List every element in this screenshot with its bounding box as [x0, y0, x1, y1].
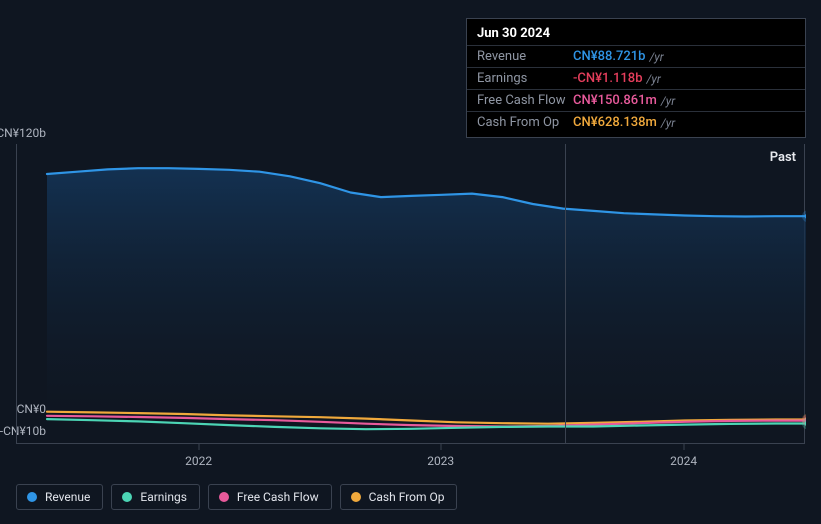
hover-vertical-line [565, 144, 566, 443]
tooltip-row-value: CN¥88.721b [573, 49, 645, 64]
tooltip-row: Earnings-CN¥1.118b/yr [467, 67, 805, 89]
y-axis-top-label: CN¥120b [0, 126, 46, 140]
x-axis: 2022 2023 2024 [16, 444, 805, 472]
tooltip-row: Free Cash FlowCN¥150.861m/yr [467, 89, 805, 111]
chart-root: Jun 30 2024 RevenueCN¥88.721b/yrEarnings… [0, 0, 821, 524]
x-tick: 2022 [185, 454, 212, 468]
x-tick: 2024 [670, 454, 697, 468]
legend-swatch [27, 492, 37, 502]
tooltip-row: Cash From OpCN¥628.138m/yr [467, 111, 805, 133]
legend-item-earnings[interactable]: Earnings [111, 484, 200, 510]
revenue-area-fill [47, 168, 806, 421]
legend-item-cash-from-op[interactable]: Cash From Op [340, 484, 458, 510]
legend-item-free-cash-flow[interactable]: Free Cash Flow [208, 484, 332, 510]
legend-swatch [122, 492, 132, 502]
hover-tooltip: Jun 30 2024 RevenueCN¥88.721b/yrEarnings… [466, 18, 806, 138]
tooltip-row-suffix: /yr [647, 72, 661, 86]
tooltip-row-suffix: /yr [661, 116, 675, 130]
chart-svg [17, 144, 806, 444]
legend-label: Cash From Op [369, 490, 445, 504]
tooltip-row-suffix: /yr [649, 50, 663, 64]
legend-swatch [219, 492, 229, 502]
tooltip-row-label: Free Cash Flow [477, 93, 573, 108]
tooltip-row-value: CN¥150.861m [573, 93, 657, 108]
tooltip-row-value: -CN¥1.118b [573, 71, 643, 86]
legend-label: Free Cash Flow [237, 490, 319, 504]
legend-item-revenue[interactable]: Revenue [16, 484, 103, 510]
legend-swatch [351, 492, 361, 502]
chart-plot-area[interactable]: Past [16, 144, 805, 444]
legend: Revenue Earnings Free Cash Flow Cash From O… [16, 484, 457, 510]
legend-label: Revenue [45, 490, 90, 504]
tooltip-row-label: Cash From Op [477, 115, 573, 130]
tooltip-row-suffix: /yr [661, 94, 675, 108]
tooltip-date: Jun 30 2024 [467, 25, 805, 45]
legend-label: Earnings [140, 490, 187, 504]
past-label: Past [770, 150, 796, 165]
tooltip-row-label: Revenue [477, 49, 573, 64]
tooltip-row: RevenueCN¥88.721b/yr [467, 45, 805, 67]
x-tick: 2023 [427, 454, 454, 468]
tooltip-row-value: CN¥628.138m [573, 115, 657, 130]
tooltip-row-label: Earnings [477, 71, 573, 86]
